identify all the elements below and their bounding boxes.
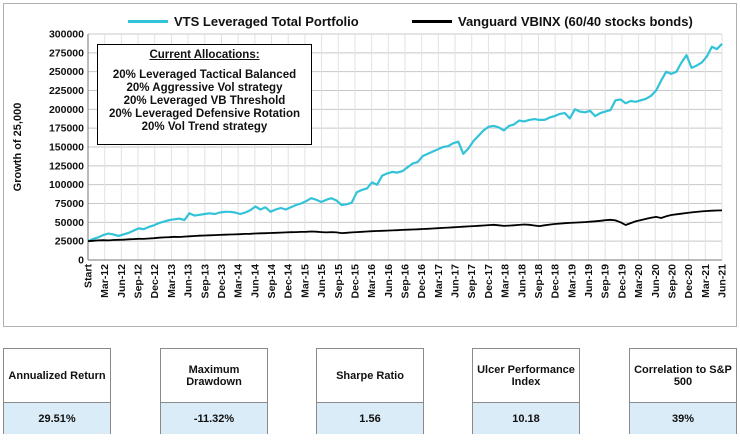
x-tick-label: Jun-21 [717, 264, 729, 298]
y-tick-label: 300000 [49, 29, 84, 41]
stat-sharpe-ratio: Sharpe Ratio 1.56 [316, 348, 424, 434]
chart-panel: VTS Leveraged Total Portfolio Vanguard V… [3, 3, 737, 327]
x-tick-label: Dec-12 [149, 264, 161, 299]
x-tick-label: Jun-20 [650, 264, 662, 298]
y-tick-label: 150000 [49, 142, 84, 154]
x-tick-label: Sep-17 [466, 264, 478, 299]
x-tick-label: Jun-19 [583, 264, 595, 298]
x-tick-label: Jun-17 [450, 264, 462, 298]
x-tick-label: Sep-15 [333, 264, 345, 299]
x-tick-label: Mar-19 [566, 264, 578, 298]
x-tick-label: Mar-14 [233, 264, 245, 298]
legend-swatch-vbinx [412, 19, 452, 23]
y-tick-label: 50000 [55, 217, 84, 229]
y-tick-label: 175000 [49, 123, 84, 135]
x-tick-label: Mar-16 [366, 264, 378, 298]
series-line-vts [87, 43, 723, 243]
allocation-line: 20% Leveraged VB Threshold [123, 95, 286, 107]
x-tick-label: Mar-17 [433, 264, 445, 298]
x-tick-label: Sep-19 [600, 264, 612, 299]
x-tick-label: Sep-13 [199, 264, 211, 299]
y-tick-label: 0 [78, 255, 84, 267]
stat-value: 39% [630, 403, 736, 434]
stat-correlation: Correlation to S&P 500 39% [629, 348, 737, 434]
allocations-box: Current Allocations: 20% Leveraged Tacti… [97, 44, 312, 145]
x-tick-label: Jun-16 [383, 264, 395, 298]
stat-label: Maximum Drawdown [161, 349, 267, 403]
stat-max-drawdown: Maximum Drawdown -11.32% [160, 348, 268, 434]
x-tick-label: Jun-13 [183, 264, 195, 298]
y-tick-label: 200000 [49, 104, 84, 116]
x-tick-label: Dec-13 [216, 264, 228, 299]
y-tick-label: 125000 [49, 160, 84, 172]
legend-swatch-vts [128, 19, 168, 23]
x-tick-label: Jun-18 [516, 264, 528, 298]
stat-value: 1.56 [317, 403, 423, 434]
y-tick-label: 225000 [49, 85, 84, 97]
x-tick-label: Mar-13 [166, 264, 178, 298]
stat-value: 10.18 [473, 403, 579, 434]
x-tick-label: Sep-14 [266, 264, 278, 299]
allocation-line: 20% Leveraged Defensive Rotation [108, 108, 301, 120]
x-tick-label: Dec-15 [349, 264, 361, 299]
y-tick-label: 100000 [49, 179, 84, 191]
x-tick-label: Dec-16 [416, 264, 428, 299]
x-tick-label: Sep-16 [400, 264, 412, 299]
stat-value: 29.51% [4, 403, 110, 434]
stat-label: Sharpe Ratio [317, 349, 423, 403]
y-tick-label: 275000 [49, 47, 84, 59]
stat-value: -11.32% [161, 403, 267, 434]
series-line-vbinx [87, 209, 723, 243]
stat-label: Correlation to S&P 500 [630, 349, 736, 403]
x-tick-label: Dec-17 [483, 264, 495, 299]
legend-item-vts: VTS Leveraged Total Portfolio [128, 10, 359, 32]
x-tick-label: Dec-14 [283, 264, 295, 299]
y-tick-label: 250000 [49, 66, 84, 78]
x-tick-label: Mar-20 [633, 264, 645, 298]
x-tick-label: Sep-18 [533, 264, 545, 299]
x-tick-label: Mar-21 [700, 264, 712, 298]
allocations-heading: Current Allocations: [149, 49, 260, 61]
stat-label: Annualized Return [4, 349, 110, 403]
x-tick-label: Mar-18 [500, 264, 512, 298]
allocation-line: 20% Aggressive Vol strategy [126, 82, 283, 94]
x-tick-label: Mar-12 [99, 264, 111, 298]
x-tick-label: Dec-19 [616, 264, 628, 299]
x-tick-label: Dec-20 [683, 264, 695, 299]
y-tick-label: 75000 [55, 198, 84, 210]
allocation-line: 20% Vol Trend strategy [141, 121, 268, 133]
legend-label-vbinx: Vanguard VBINX (60/40 stocks bonds) [458, 13, 693, 29]
legend-label-vts: VTS Leveraged Total Portfolio [174, 13, 359, 29]
x-tick-label: Jun-14 [249, 264, 261, 298]
y-tick-label: 25000 [55, 236, 84, 248]
x-tick-label: Dec-18 [550, 264, 562, 299]
y-axis-label: Growth of 25,000 [12, 103, 24, 192]
x-tick-label: Sep-20 [666, 264, 678, 299]
legend-item-vbinx: Vanguard VBINX (60/40 stocks bonds) [412, 10, 693, 32]
x-tick-label: Jun-12 [116, 264, 128, 298]
x-tick-label: Start [83, 264, 95, 288]
x-tick-label: Jun-15 [316, 264, 328, 298]
stat-label: Ulcer Performance Index [473, 349, 579, 403]
x-tick-label: Sep-12 [133, 264, 145, 299]
stat-annualized-return: Annualized Return 29.51% [3, 348, 111, 434]
allocation-line: 20% Leveraged Tactical Balanced [112, 69, 297, 81]
stat-ulcer-index: Ulcer Performance Index 10.18 [472, 348, 580, 434]
x-tick-label: Mar-15 [299, 264, 311, 298]
